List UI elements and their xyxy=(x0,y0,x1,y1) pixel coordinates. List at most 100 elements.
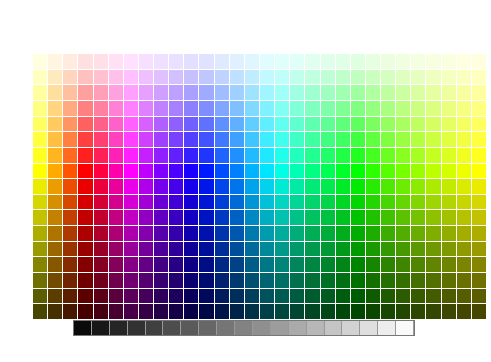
column-label xyxy=(199,29,214,53)
color-swatch xyxy=(78,304,93,319)
color-swatch xyxy=(441,194,456,210)
grayscale-swatch xyxy=(145,321,164,335)
color-swatch xyxy=(305,116,320,132)
color-swatch xyxy=(154,163,169,179)
row-label xyxy=(0,257,33,273)
color-swatch xyxy=(169,226,184,241)
color-swatch xyxy=(33,69,48,85)
column-label xyxy=(365,29,380,53)
color-swatch xyxy=(154,147,169,163)
color-swatch xyxy=(138,100,154,116)
color-swatch xyxy=(138,116,154,132)
color-swatch xyxy=(244,288,259,304)
color-swatch xyxy=(350,54,365,69)
color-swatch xyxy=(48,132,63,147)
color-swatch xyxy=(214,147,229,163)
grayscale-swatch xyxy=(324,321,343,335)
color-swatch xyxy=(411,288,426,304)
color-swatch xyxy=(275,69,290,85)
color-swatch xyxy=(411,257,426,273)
color-swatch xyxy=(244,100,259,116)
row-label xyxy=(0,179,33,195)
row-label xyxy=(0,148,33,164)
color-swatch xyxy=(229,288,244,304)
color-swatch xyxy=(290,273,305,288)
color-swatch xyxy=(229,226,244,241)
color-swatch xyxy=(320,273,335,288)
color-swatch xyxy=(138,147,154,163)
color-swatch xyxy=(441,226,456,241)
color-swatch xyxy=(411,54,426,69)
color-swatch xyxy=(244,273,259,288)
color-swatch xyxy=(290,132,305,147)
color-swatch xyxy=(214,304,229,319)
color-swatch xyxy=(214,257,229,273)
color-swatch xyxy=(108,54,123,69)
color-swatch xyxy=(381,226,396,241)
color-swatch xyxy=(320,163,335,179)
color-swatch xyxy=(78,132,93,147)
color-swatch xyxy=(365,54,381,69)
color-swatch xyxy=(456,132,471,147)
color-swatch xyxy=(471,257,486,273)
color-swatch xyxy=(335,116,350,132)
color-swatch xyxy=(138,163,154,179)
color-swatch xyxy=(471,85,486,100)
chart-header xyxy=(100,3,400,29)
color-swatch xyxy=(290,54,305,69)
color-swatch xyxy=(411,69,426,85)
color-swatch xyxy=(184,288,199,304)
color-swatch xyxy=(169,210,184,226)
color-swatch xyxy=(350,163,365,179)
color-swatch xyxy=(275,85,290,100)
column-label xyxy=(184,29,199,53)
color-swatch xyxy=(63,257,78,273)
row-label xyxy=(0,303,33,319)
color-swatch xyxy=(199,304,214,319)
color-swatch xyxy=(63,163,78,179)
color-swatch xyxy=(305,147,320,163)
color-swatch xyxy=(63,69,78,85)
color-swatch xyxy=(63,304,78,319)
color-swatch xyxy=(93,226,108,241)
column-label xyxy=(78,29,93,53)
color-swatch xyxy=(63,226,78,241)
color-swatch xyxy=(441,304,456,319)
color-swatch xyxy=(365,273,381,288)
color-swatch xyxy=(335,69,350,85)
color-swatch xyxy=(381,132,396,147)
color-swatch xyxy=(471,147,486,163)
color-swatch xyxy=(48,194,63,210)
color-swatch xyxy=(320,194,335,210)
color-swatch xyxy=(244,163,259,179)
color-swatch xyxy=(199,69,214,85)
grayscale-labels xyxy=(73,338,415,360)
color-swatch xyxy=(214,241,229,257)
color-swatch xyxy=(184,210,199,226)
color-swatch xyxy=(199,288,214,304)
color-swatch xyxy=(456,69,471,85)
color-swatch xyxy=(138,226,154,241)
color-swatch xyxy=(456,179,471,194)
color-swatch xyxy=(33,54,48,69)
color-swatch xyxy=(229,116,244,132)
color-swatch xyxy=(214,69,229,85)
color-swatch xyxy=(471,288,486,304)
color-swatch xyxy=(214,85,229,100)
color-swatch xyxy=(426,132,441,147)
color-swatch xyxy=(365,100,381,116)
color-swatch xyxy=(229,210,244,226)
row-label xyxy=(0,241,33,257)
grayscale-swatch xyxy=(288,321,307,335)
color-swatch-grid xyxy=(33,54,486,319)
color-swatch xyxy=(48,226,63,241)
color-swatch xyxy=(78,273,93,288)
color-swatch xyxy=(199,147,214,163)
color-swatch xyxy=(456,226,471,241)
color-swatch xyxy=(441,273,456,288)
color-swatch xyxy=(169,116,184,132)
color-swatch xyxy=(138,85,154,100)
color-swatch xyxy=(229,163,244,179)
color-swatch xyxy=(290,85,305,100)
color-swatch xyxy=(93,163,108,179)
